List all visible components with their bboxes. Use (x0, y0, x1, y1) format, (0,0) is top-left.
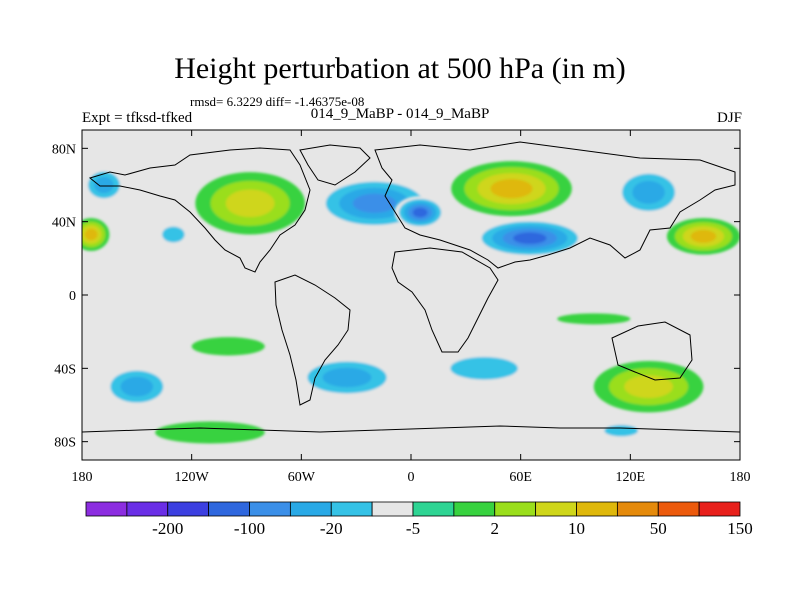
anomaly-feature (195, 172, 305, 235)
contour-level (604, 425, 639, 437)
colorbar-bin (657, 501, 700, 517)
x-tick-label: 60W (288, 470, 316, 485)
contour-level (566, 340, 622, 360)
colorbar-bin (126, 501, 169, 517)
colorbar-bin (208, 501, 250, 517)
contour-level (310, 421, 402, 444)
coastline-outline (82, 141, 740, 460)
anomaly-feature (191, 337, 265, 356)
experiment-label: Expt = tfksd-tfked (82, 110, 193, 126)
contour-level (624, 375, 673, 399)
colorbar-bin (698, 501, 741, 517)
contour-level (191, 337, 265, 356)
x-tick-label: 180 (730, 470, 751, 485)
contour-level (513, 232, 547, 244)
contour-level (352, 193, 397, 213)
colorbar-bin (494, 501, 537, 517)
contour-level (224, 362, 269, 393)
x-tick-label: 60E (509, 470, 532, 485)
anomaly-feature (471, 218, 589, 259)
colorbar-bin (616, 501, 659, 517)
season-label: DJF (716, 110, 742, 126)
stats-line: rmsd= 6.3229 diff= -1.46375e-08 (190, 94, 365, 109)
map-axes: 80N 40N 0 40S 80S 180 120W 60W 0 60E 120E 180 (52, 129, 751, 485)
anomaly-feature (440, 313, 492, 328)
x-tick-label: 0 (408, 470, 415, 485)
x-tick-label: 120E (616, 470, 646, 485)
contour-level (490, 179, 533, 199)
map-title: Height perturbation at 500 hPa (in m) (174, 52, 626, 85)
y-tick-label: 0 (69, 289, 76, 304)
colorbar-bin (85, 501, 128, 517)
contour-level (412, 207, 428, 218)
y-tick-label: 40S (54, 362, 76, 377)
anomaly-feature (451, 161, 572, 217)
contour-level (557, 313, 631, 325)
anomaly-contours (82, 161, 740, 444)
south-america-outline (274, 274, 351, 406)
eurasia-outline (374, 141, 736, 269)
case-subtitle: 014_9_MaBP - 014_9_MaBP (310, 106, 490, 122)
contour-level (450, 357, 518, 380)
anomaly-feature (292, 355, 402, 400)
contour-level (162, 226, 185, 243)
north-america-outline (88, 147, 311, 273)
contour-level (155, 421, 265, 444)
x-tick-label: 180 (72, 470, 93, 485)
antarctica-outline (82, 425, 740, 460)
anomaly-feature (566, 340, 622, 360)
anomaly-feature (666, 218, 740, 255)
colorbar-bin (330, 501, 373, 517)
contour-level (225, 189, 275, 218)
anomaly-feature (100, 364, 174, 409)
y-tick-label: 80S (54, 436, 76, 451)
colorbar-label: 50 (650, 519, 667, 538)
colorbar-bin (535, 501, 577, 517)
contour-level (632, 180, 665, 204)
anomaly-feature (557, 313, 631, 325)
anomaly-feature (593, 421, 649, 440)
contour-level (84, 228, 98, 241)
colorbar-bin (412, 501, 455, 517)
colorbar-bin (576, 501, 618, 517)
anomaly-feature (155, 421, 265, 444)
africa-outline (391, 247, 499, 353)
colorbar-label: -20 (320, 519, 343, 538)
contour-level (94, 176, 114, 194)
colorbar-bin (289, 501, 332, 517)
contour-level (690, 229, 717, 243)
colorbar-label: 2 (491, 519, 500, 538)
anomaly-feature (612, 166, 686, 218)
greenland-outline (299, 144, 371, 186)
anomaly-feature (310, 421, 402, 444)
anomaly-feature (312, 175, 437, 231)
australia-outline (611, 321, 693, 381)
anomaly-feature (82, 166, 126, 204)
anomaly-feature (224, 362, 269, 393)
y-tick-label: 80N (52, 142, 76, 157)
colorbar-label: -100 (234, 519, 265, 538)
anomaly-feature (82, 218, 110, 251)
colorbar-bin (167, 501, 210, 517)
contour-level (322, 367, 372, 388)
anomaly-feature (155, 221, 192, 248)
contour-level (440, 313, 492, 328)
colorbar-bin (453, 501, 496, 517)
y-tick-label: 40N (52, 216, 76, 231)
colorbar-label: 150 (727, 519, 753, 538)
x-tick-label: 120W (175, 470, 210, 485)
colorbar-bin (371, 501, 414, 517)
colorbar-label: -200 (152, 519, 183, 538)
anomaly-feature (394, 196, 446, 229)
contour-level (120, 376, 154, 397)
anomaly-feature (593, 361, 704, 413)
colorbar-bin (249, 501, 291, 517)
colorbar-label: -5 (406, 519, 420, 538)
colorbar-label: 10 (568, 519, 585, 538)
colorbar: -200 -100 -20 -5 2 10 50 150 (85, 501, 753, 538)
anomaly-feature (429, 350, 539, 387)
